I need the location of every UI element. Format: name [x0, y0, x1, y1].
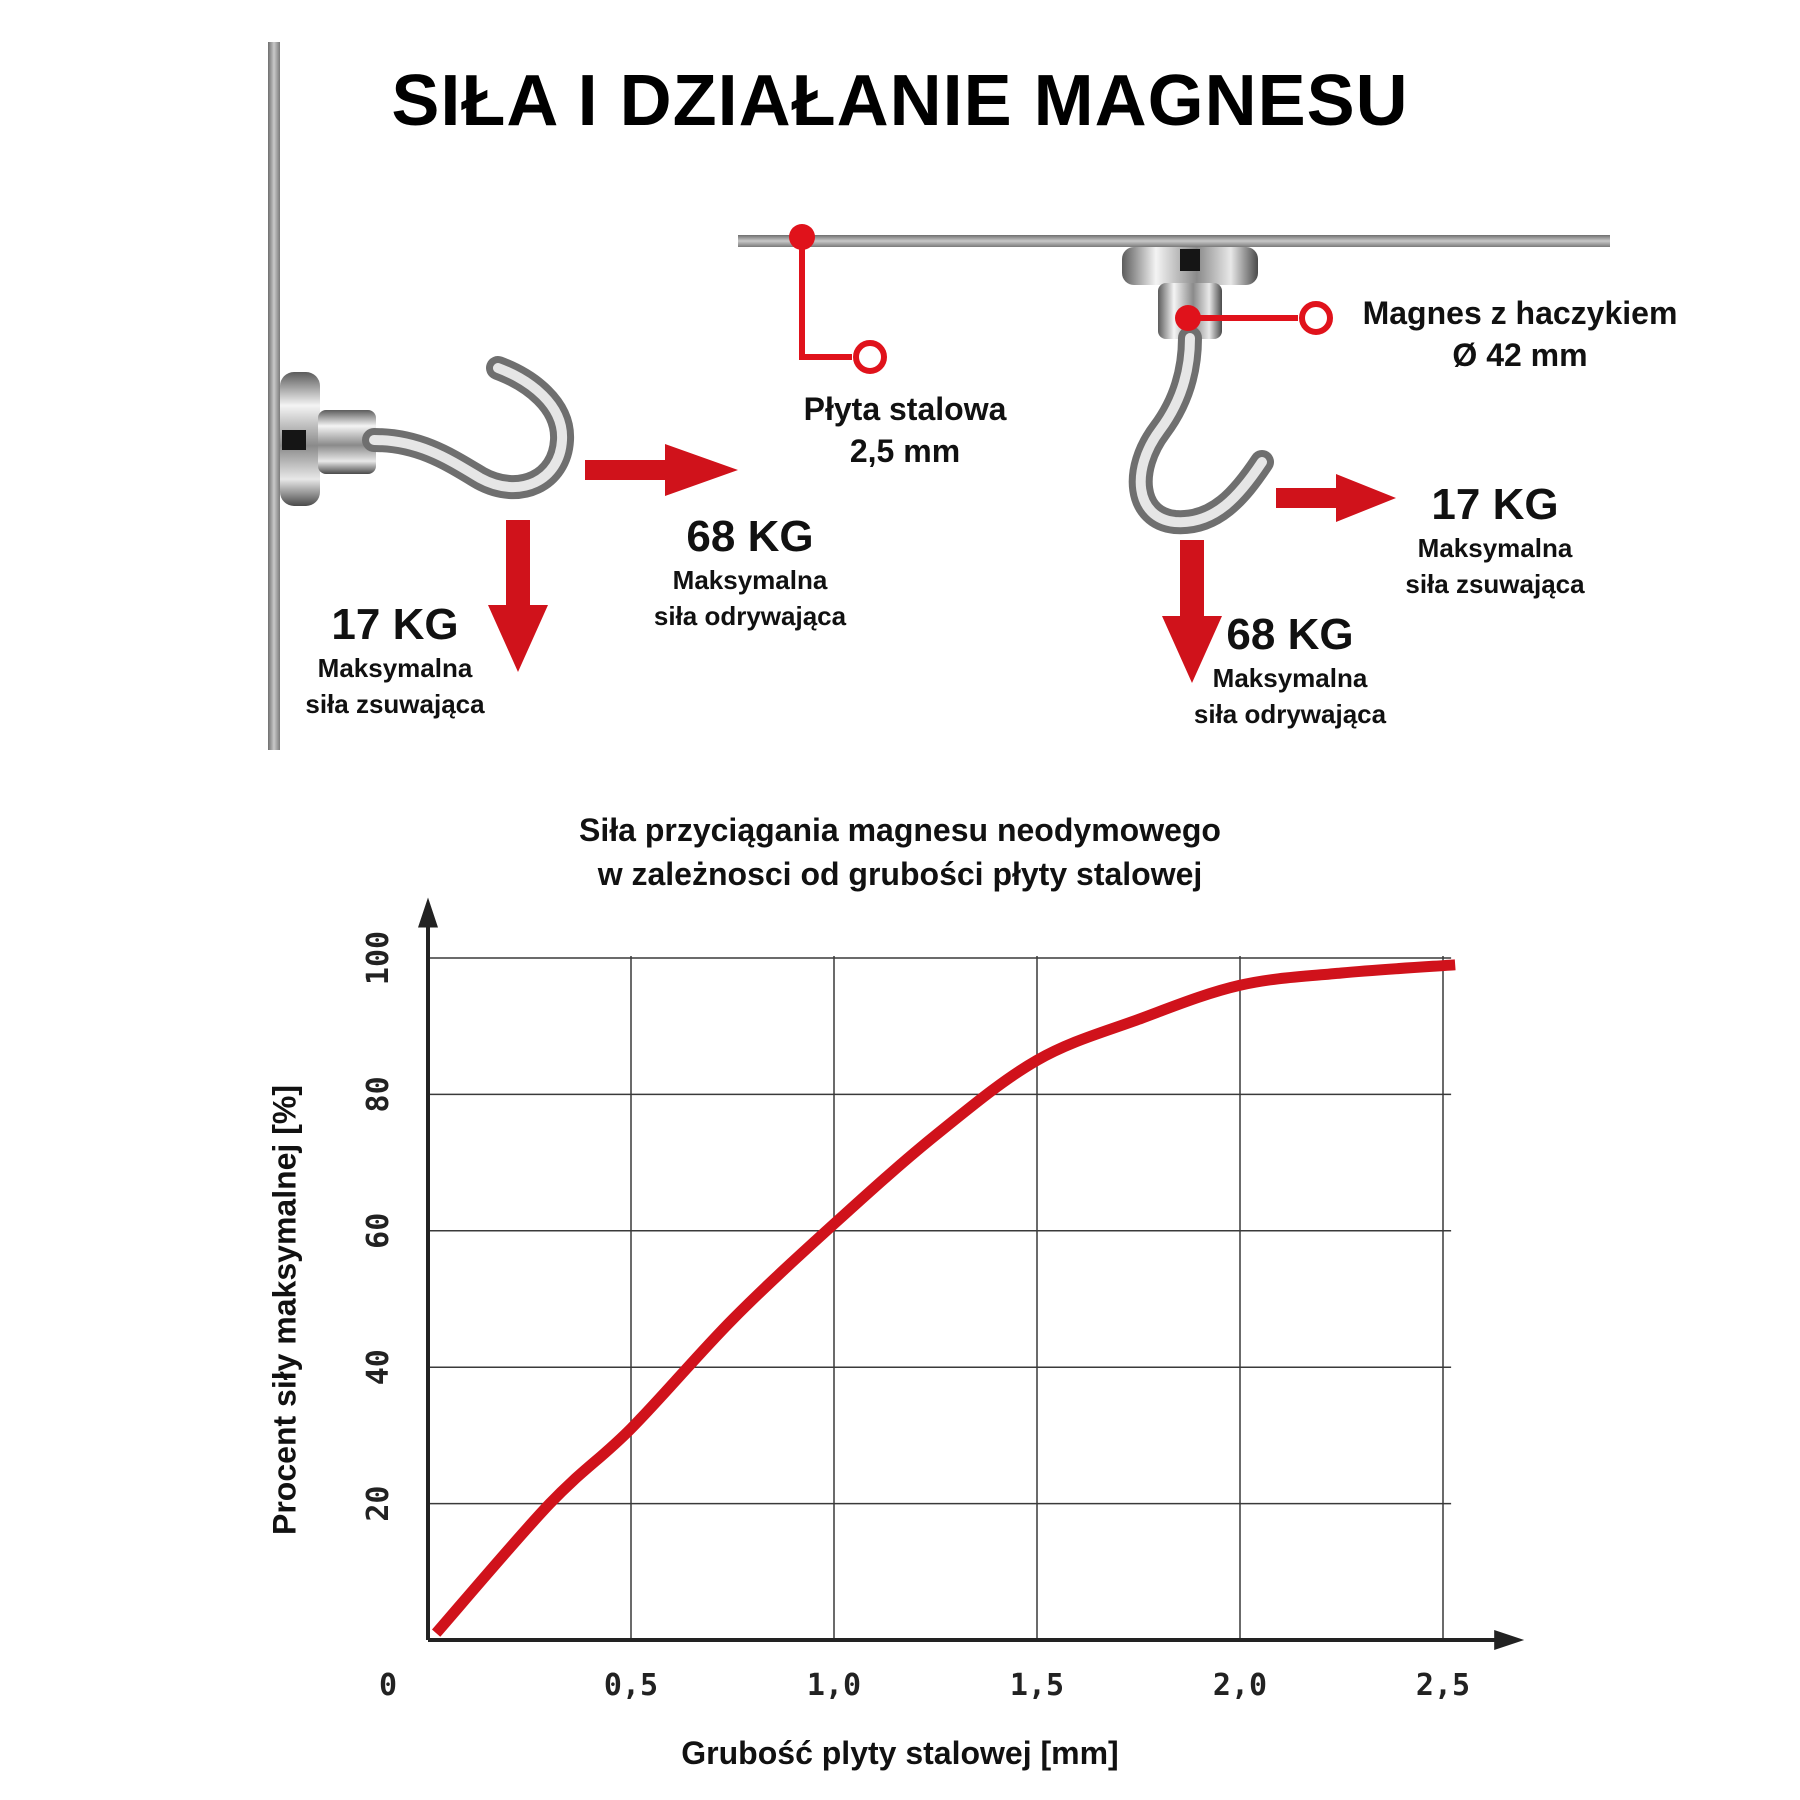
y-tick-label: 100	[361, 931, 396, 985]
right-slide-value: 17 KG	[1431, 480, 1559, 529]
left-down-arrow	[488, 520, 548, 672]
x-tick-label: 1,0	[807, 1668, 861, 1703]
y-tick-label: 60	[361, 1213, 396, 1249]
chart-title: Siła przyciągania magnesu neodymowego w …	[0, 808, 1800, 896]
chart-tick-labels: 0 0,5 1,0 1,5 2,0 2,5 20 40 60 80 100	[361, 931, 1470, 1703]
chart-title-line2: w zależnosci od grubości płyty stalowej	[597, 856, 1203, 892]
plate-label-line2: 2,5 mm	[849, 433, 961, 469]
chart-series	[431, 959, 1456, 1637]
x-axis-arrow	[1494, 1630, 1525, 1650]
left-magnet-hook	[280, 356, 574, 506]
left-pull-value: 68 KG	[686, 512, 814, 561]
right-pull-value: 68 KG	[1226, 610, 1354, 659]
right-slide-force: 17 KG Maksymalna siła zsuwająca	[1370, 480, 1620, 602]
right-pull-force: 68 KG Maksymalna siła odrywająca	[1160, 610, 1420, 732]
chart-axes	[418, 897, 1525, 1650]
y-tick-label: 20	[361, 1486, 396, 1522]
left-pull-line1: Maksymalna	[672, 565, 828, 595]
x-tick-label: 0,5	[604, 1668, 658, 1703]
right-pull-line1: Maksymalna	[1212, 663, 1368, 693]
y-axis-arrow	[418, 897, 438, 928]
left-slide-line1: Maksymalna	[317, 653, 473, 683]
left-slide-line2: siła zsuwająca	[305, 689, 485, 719]
right-right-arrow	[1276, 474, 1396, 522]
x-tick-label: 0	[379, 1668, 397, 1703]
left-slide-value: 17 KG	[331, 600, 459, 649]
left-right-arrow	[585, 444, 738, 496]
x-tick-label: 2,0	[1213, 1668, 1267, 1703]
left-pull-force: 68 KG Maksymalna siła odrywająca	[620, 512, 880, 634]
x-axis-label: Grubość plyty stalowej [mm]	[681, 1735, 1119, 1771]
plate-label-line1: Płyta stalowa	[803, 391, 1007, 427]
y-tick-label: 80	[361, 1076, 396, 1112]
magnet-label: Magnes z haczykiem Ø 42 mm	[1330, 292, 1710, 376]
right-slide-line2: siła zsuwająca	[1405, 569, 1585, 599]
right-magnet-hook	[1122, 247, 1274, 535]
right-slide-line1: Maksymalna	[1417, 533, 1573, 563]
x-tick-label: 2,5	[1416, 1668, 1470, 1703]
y-axis-label-text: Procent siły maksymalnej [%]	[266, 1085, 303, 1535]
magnet-label-line1: Magnes z haczykiem	[1362, 295, 1678, 331]
right-down-arrow	[1162, 540, 1222, 683]
plate-callout	[799, 237, 887, 374]
x-tick-label: 1,5	[1010, 1668, 1064, 1703]
series-line	[431, 959, 1456, 1637]
magnet-callout	[1188, 301, 1333, 335]
y-tick-label: 40	[361, 1349, 396, 1385]
horizontal-steel-plate	[738, 235, 1610, 247]
right-pull-line2: siła odrywająca	[1193, 699, 1387, 729]
page-title: SIŁA I DZIAŁANIE MAGNESU	[391, 61, 1409, 141]
left-pull-line2: siła odrywająca	[653, 601, 847, 631]
chart-title-line1: Siła przyciągania magnesu neodymowego	[579, 812, 1221, 848]
magnet-label-line2: Ø 42 mm	[1452, 337, 1588, 373]
vertical-steel-plate	[268, 42, 280, 750]
magnet-diagram	[268, 42, 1610, 750]
plate-label: Płyta stalowa 2,5 mm	[760, 388, 1050, 472]
chart-grid	[428, 956, 1452, 1640]
left-slide-force: 17 KG Maksymalna siła zsuwająca	[270, 600, 520, 722]
